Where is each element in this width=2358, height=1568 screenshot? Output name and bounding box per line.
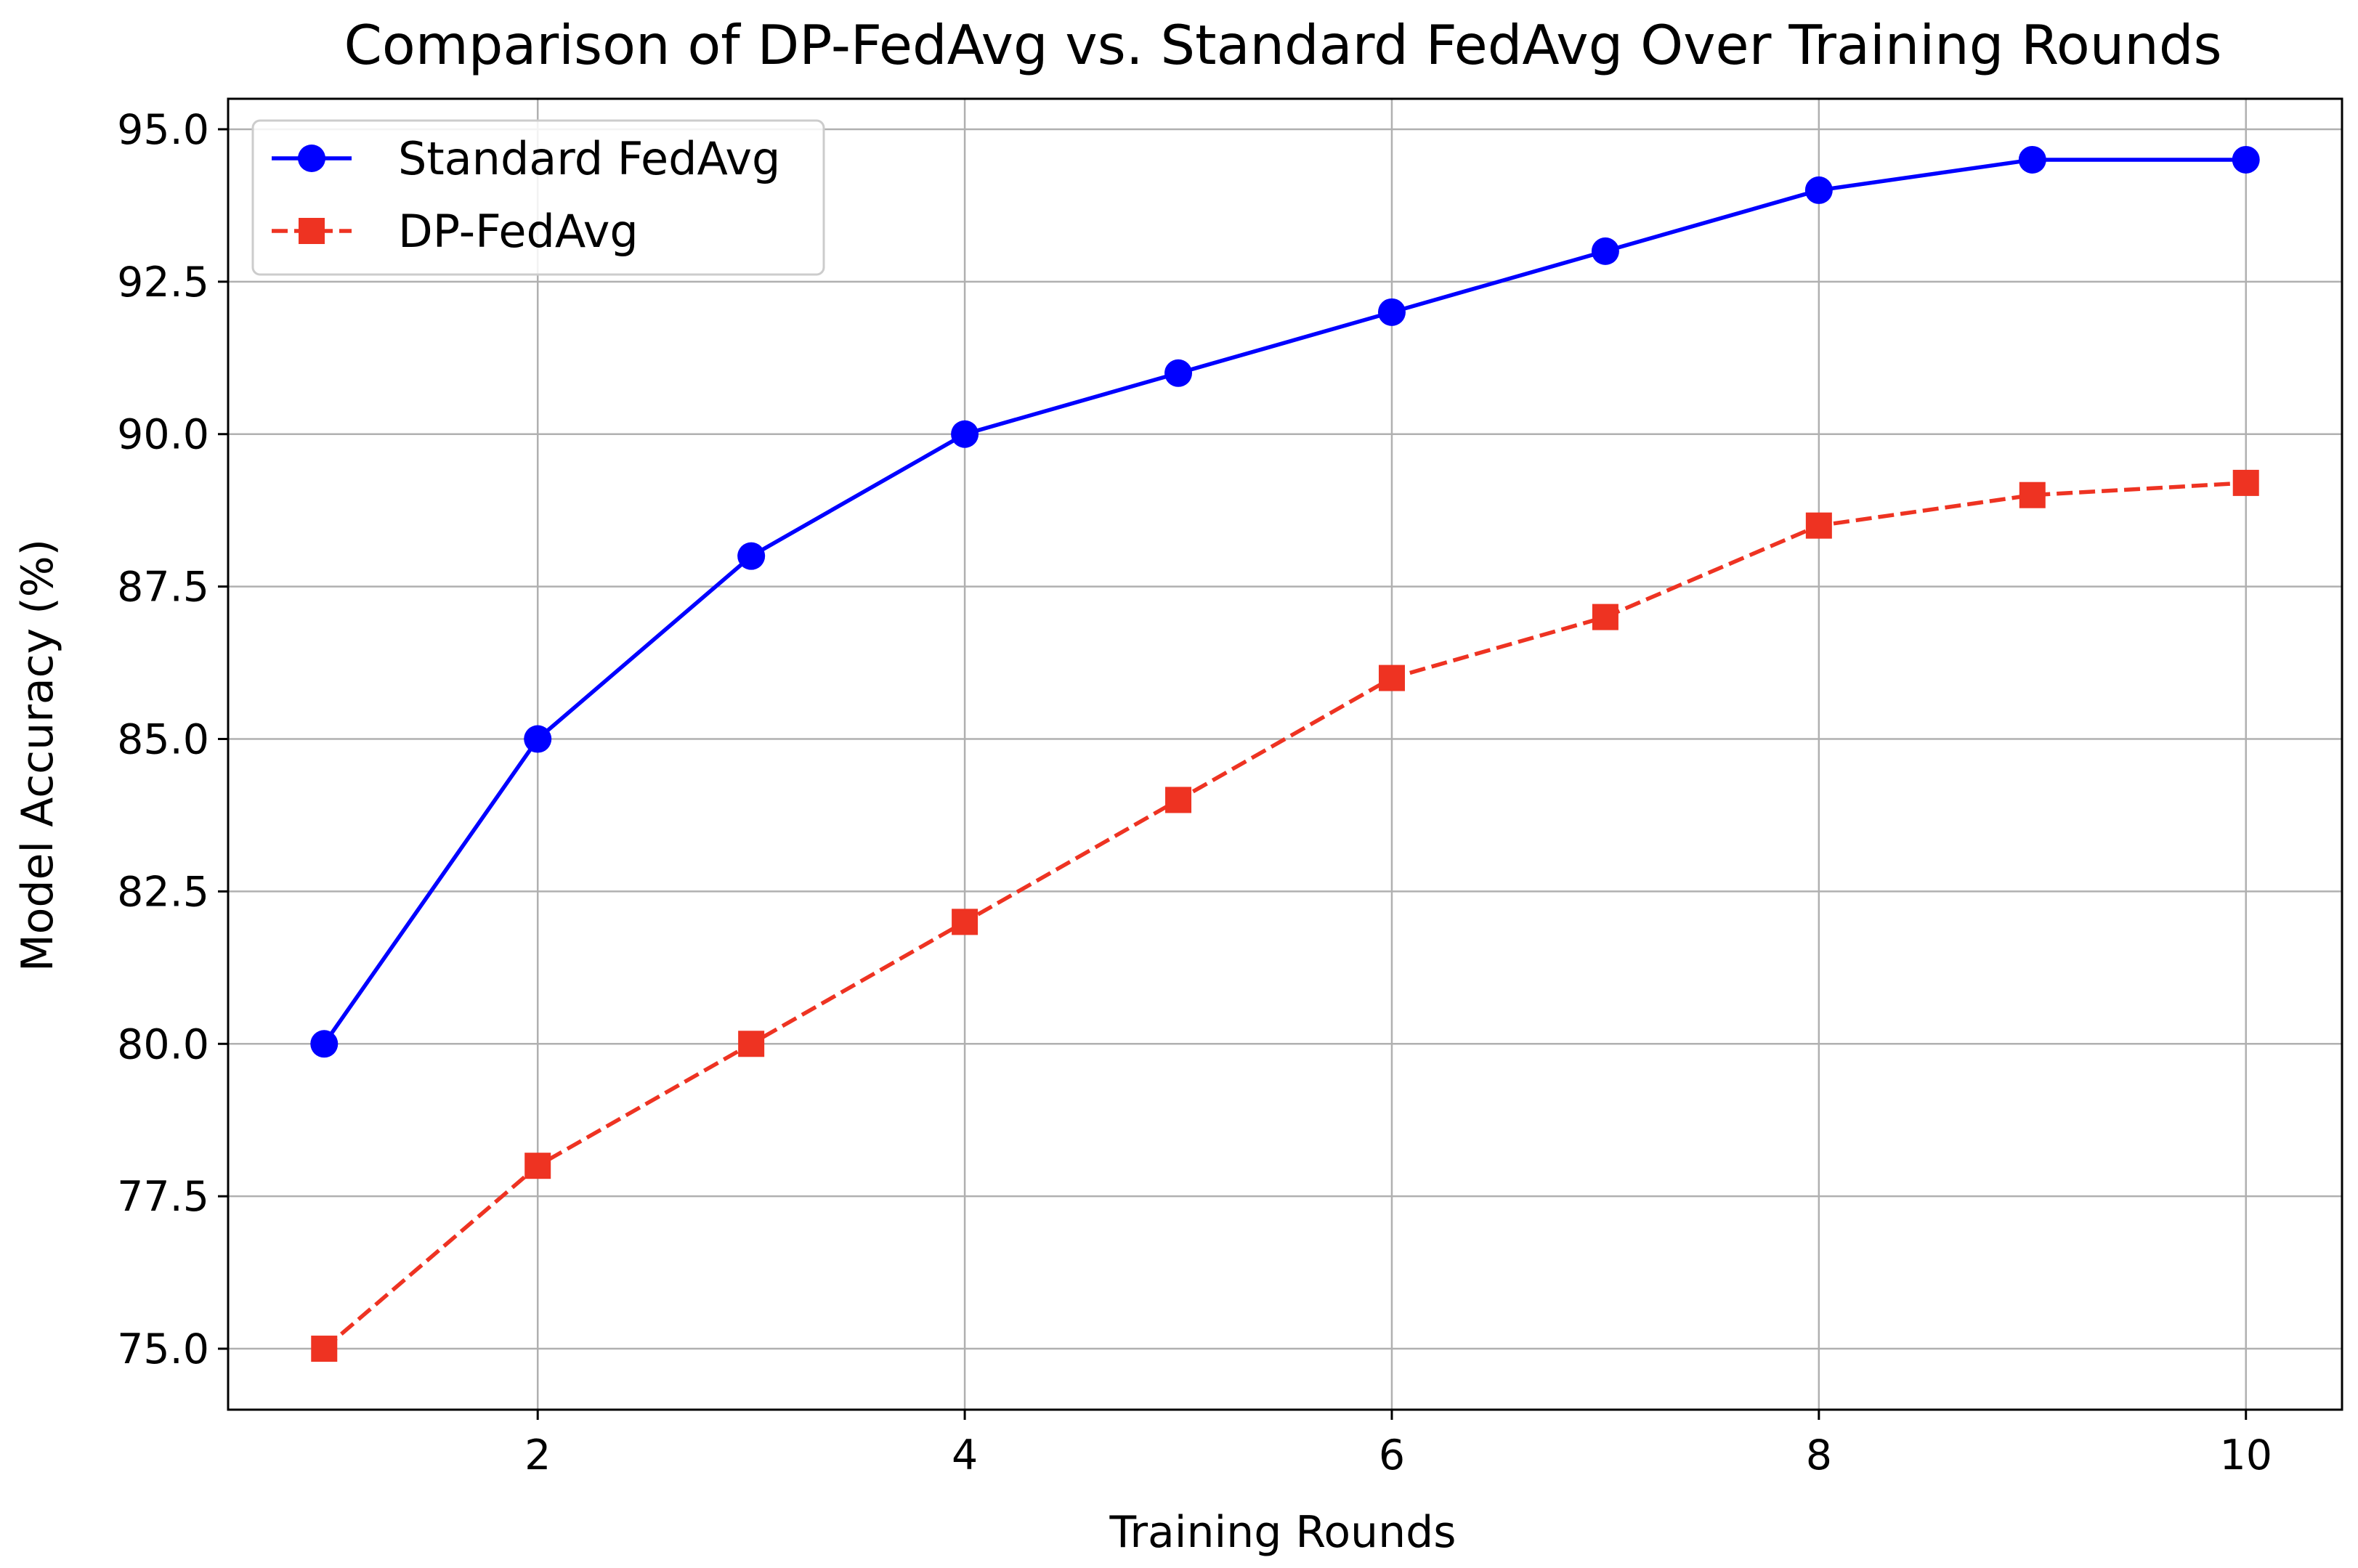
y-tick-label: 92.5 [117, 259, 209, 306]
data-point-dp-fedavg [524, 1153, 551, 1179]
y-tick-label: 80.0 [117, 1020, 209, 1068]
series-line-standard-fedavg [323, 158, 2246, 1045]
data-point-standard-fedavg [310, 1030, 339, 1058]
x-tick-label: 8 [1806, 1431, 1832, 1479]
plot-area-frame [227, 97, 2343, 1411]
data-point-standard-fedavg [1377, 298, 1406, 326]
data-point-standard-fedavg [737, 542, 766, 570]
legend-marker-dp-fedavg [299, 218, 325, 244]
data-point-standard-fedavg [1804, 176, 1833, 204]
series-line-dp-fedavg [323, 481, 2246, 1351]
series-layer [310, 145, 2260, 1362]
data-point-standard-fedavg [524, 725, 552, 753]
x-axis-label: Training Rounds [1109, 1507, 1456, 1558]
axis-ticks: 2 4 6 8 10 75.0 77.5 80.0 82.5 85.0 87.5 90.0 92.5 95… [117, 106, 2272, 1479]
data-point-standard-fedavg [1591, 237, 1619, 265]
legend: Standard FedAvg DP-FedAvg [251, 119, 825, 276]
data-point-dp-fedavg [738, 1031, 765, 1057]
chart-title: Comparison of DP-FedAvg vs. Standard Fed… [344, 13, 2221, 77]
data-point-dp-fedavg [1805, 512, 1832, 539]
legend-label-dp-fedavg: DP-FedAvg [398, 205, 639, 258]
data-point-standard-fedavg [1164, 359, 1193, 387]
y-tick-label: 95.0 [117, 106, 209, 154]
legend-marker-standard-fedavg [298, 145, 325, 172]
x-tick-label: 4 [952, 1431, 978, 1479]
data-point-standard-fedavg [2018, 145, 2046, 174]
y-tick-label: 87.5 [117, 564, 209, 612]
data-point-dp-fedavg [2232, 469, 2259, 496]
y-tick-label: 90.0 [117, 411, 209, 459]
data-point-dp-fedavg [952, 909, 979, 935]
x-tick-label: 2 [524, 1431, 551, 1479]
data-point-dp-fedavg [311, 1336, 338, 1362]
legend-box [251, 119, 825, 276]
data-point-dp-fedavg [2019, 482, 2046, 508]
y-axis-label: Model Accuracy (%) [12, 539, 63, 972]
x-tick-label: 10 [2219, 1431, 2272, 1479]
y-tick-label: 82.5 [117, 868, 209, 916]
y-tick-label: 75.0 [117, 1325, 209, 1373]
data-point-dp-fedavg [1378, 665, 1405, 691]
y-tick-label: 85.0 [117, 716, 209, 764]
data-point-dp-fedavg [1165, 787, 1192, 813]
data-point-standard-fedavg [2232, 145, 2260, 174]
x-tick-label: 6 [1379, 1431, 1405, 1479]
data-point-standard-fedavg [951, 420, 979, 448]
data-point-dp-fedavg [1592, 604, 1618, 630]
y-tick-label: 77.5 [117, 1173, 209, 1221]
legend-label-standard-fedavg: Standard FedAvg [398, 132, 780, 185]
